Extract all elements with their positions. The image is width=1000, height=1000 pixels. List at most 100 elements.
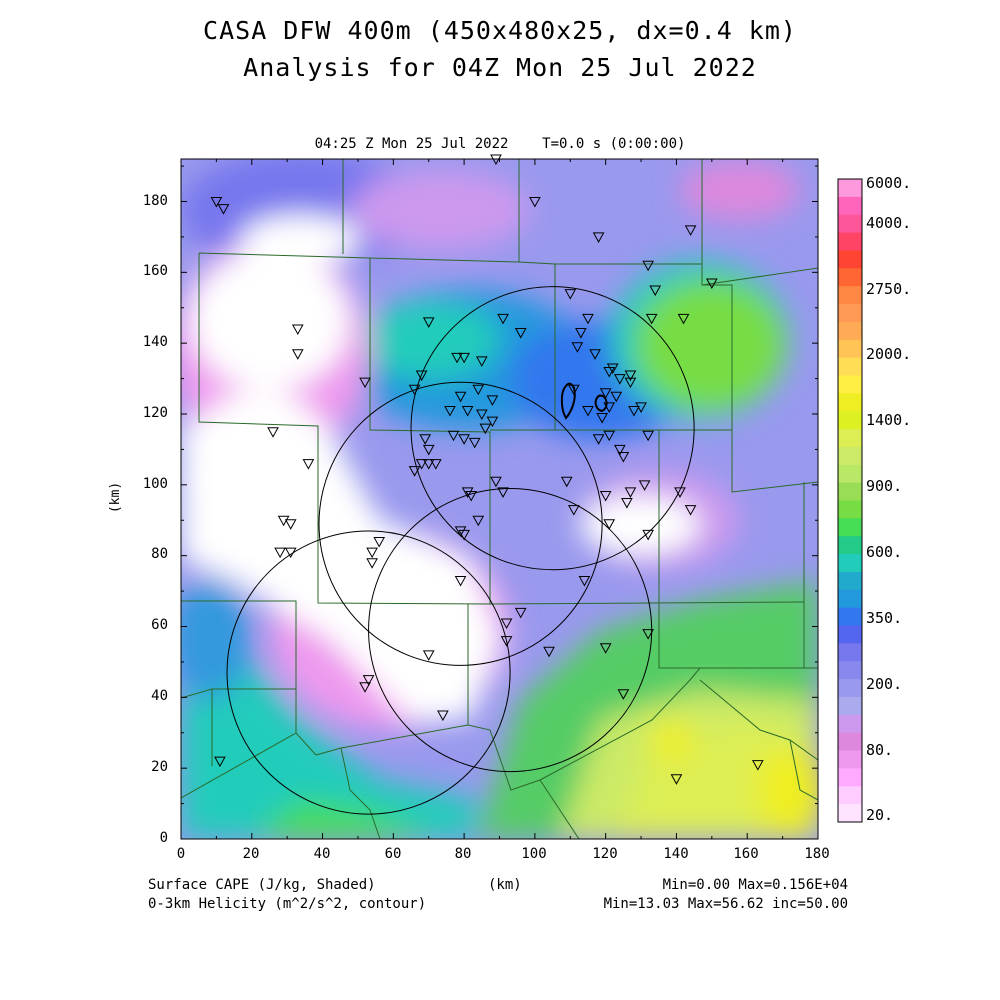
station-marker <box>603 519 616 530</box>
station-markers <box>210 154 764 785</box>
station-marker <box>529 197 541 208</box>
station-marker <box>274 547 286 559</box>
station-marker <box>649 285 662 297</box>
station-marker <box>624 370 637 382</box>
colorbar-label: 600. <box>866 543 903 561</box>
colorbar-swatch <box>838 286 862 305</box>
station-marker <box>475 409 488 421</box>
station-marker <box>624 487 637 498</box>
colorbar-label: 1400. <box>866 411 912 429</box>
station-marker <box>458 352 470 364</box>
footer-field-label: Surface CAPE (J/kg, Shaded) <box>148 877 376 893</box>
colorbar-label: 900. <box>866 477 903 495</box>
station-marker <box>603 402 616 413</box>
station-marker <box>564 289 577 300</box>
y-tick-label: 120 <box>142 405 168 421</box>
station-marker <box>465 490 478 502</box>
station-marker <box>210 197 223 208</box>
station-marker <box>475 356 488 367</box>
station-marker <box>472 515 485 527</box>
station-marker <box>589 349 601 360</box>
colorbar-swatch <box>838 732 862 752</box>
colorbar-swatch <box>838 696 862 716</box>
station-marker <box>613 444 626 456</box>
station-marker <box>543 646 555 658</box>
station-marker <box>422 650 435 661</box>
colorbar-swatch <box>838 571 862 591</box>
station-marker <box>454 575 467 587</box>
station-marker <box>422 459 435 470</box>
colorbar-swatch <box>838 714 862 734</box>
x-tick-label: 180 <box>804 846 830 862</box>
station-marker <box>642 629 654 640</box>
x-axis-label: (km) <box>488 877 522 893</box>
colorbar-swatch <box>838 768 862 787</box>
colorbar <box>837 178 863 823</box>
station-marker <box>284 547 297 559</box>
station-marker <box>596 413 608 424</box>
colorbar-swatch <box>838 179 862 198</box>
station-marker <box>575 328 587 339</box>
station-marker <box>500 636 513 647</box>
colorbar-swatch <box>838 429 862 448</box>
station-marker <box>267 427 279 438</box>
x-tick-label: 160 <box>733 846 759 862</box>
station-marker <box>642 529 654 541</box>
station-marker <box>571 342 584 353</box>
station-marker <box>610 391 623 403</box>
station-marker <box>217 204 230 215</box>
y-tick-label: 180 <box>142 193 168 209</box>
y-tick-label: 20 <box>151 759 168 775</box>
y-tick-label: 0 <box>159 830 168 846</box>
station-marker <box>578 575 591 587</box>
station-marker <box>621 498 633 509</box>
colorbar-label: 2000. <box>866 345 912 363</box>
colorbar-label: 350. <box>866 609 903 627</box>
station-marker <box>670 774 683 785</box>
colorbar-swatch <box>838 500 862 519</box>
x-tick-label: 120 <box>592 846 618 862</box>
county-boundaries <box>181 159 818 839</box>
colorbar-swatch <box>838 607 862 627</box>
station-marker <box>617 689 630 700</box>
y-axis-label: (km) <box>108 481 124 514</box>
station-marker <box>514 607 527 619</box>
station-marker <box>674 487 686 498</box>
colorbar-swatch <box>838 625 862 644</box>
colorbar-swatch <box>838 357 862 376</box>
station-marker <box>444 405 456 417</box>
station-marker <box>567 505 580 516</box>
y-tick-label: 100 <box>142 476 168 492</box>
station-marker <box>454 526 467 537</box>
station-marker <box>458 434 470 445</box>
colorbar-swatch <box>838 804 862 823</box>
colorbar-swatch <box>838 536 862 555</box>
station-marker <box>422 444 435 456</box>
colorbar-swatch <box>838 375 862 394</box>
radar-ring-3 <box>410 286 695 571</box>
y-tick-label: 80 <box>151 546 168 562</box>
station-marker <box>359 682 371 693</box>
radar-ring-1 <box>226 530 511 815</box>
station-marker <box>514 328 527 339</box>
x-tick-label: 140 <box>663 846 689 862</box>
station-marker <box>472 384 485 396</box>
station-marker <box>291 324 304 336</box>
station-marker <box>284 519 297 530</box>
y-tick-label: 140 <box>142 334 168 350</box>
station-marker <box>705 278 718 289</box>
station-marker <box>373 537 386 548</box>
colorbar-swatch <box>838 518 862 537</box>
colorbar-label: 80. <box>866 741 894 759</box>
y-tick-label: 160 <box>142 263 168 279</box>
station-marker <box>613 374 626 385</box>
station-marker <box>582 405 594 417</box>
colorbar-swatch <box>838 250 862 269</box>
colorbar-swatch <box>838 321 862 341</box>
colorbar-label: 6000. <box>866 174 912 192</box>
station-marker <box>684 505 697 516</box>
colorbar-swatch <box>838 482 862 501</box>
station-marker <box>451 352 463 364</box>
colorbar-swatch <box>838 750 862 769</box>
station-marker <box>366 547 378 559</box>
